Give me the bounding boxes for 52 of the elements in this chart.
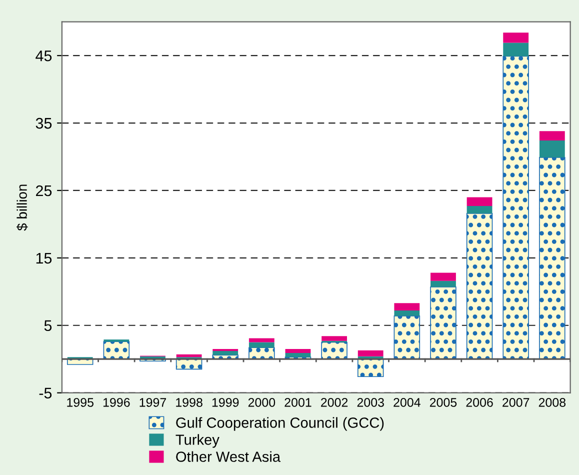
bar — [430, 286, 456, 360]
bar — [212, 351, 238, 356]
bar — [430, 272, 456, 281]
bar — [502, 56, 529, 360]
bar — [358, 350, 384, 356]
bar — [539, 157, 566, 360]
y-tick-label: 25 — [36, 185, 52, 196]
x-tick-label: 2008 — [538, 398, 566, 407]
y-tick-label: 5 — [44, 320, 52, 332]
bar — [394, 316, 420, 360]
bar — [322, 336, 347, 341]
x-tick-label: 2006 — [466, 398, 493, 407]
x-tick-label: 1999 — [212, 398, 239, 407]
bar — [539, 131, 565, 141]
legend-label: Other West Asia — [176, 451, 281, 462]
bar — [394, 310, 420, 316]
bar — [394, 303, 420, 311]
bar — [212, 348, 238, 352]
y-tick-label: 45 — [36, 50, 52, 62]
bar — [248, 342, 274, 348]
bar — [176, 354, 202, 358]
bar — [466, 212, 493, 360]
y-axis-title: $ billion — [16, 184, 28, 231]
y-tick-label: 35 — [36, 118, 52, 129]
bar — [430, 280, 456, 287]
x-tick-label: 2007 — [502, 398, 530, 407]
bar — [248, 347, 275, 360]
bar — [503, 32, 529, 43]
x-tick-label: 2001 — [284, 398, 312, 407]
bar — [357, 358, 384, 378]
x-tick-label: 2005 — [430, 398, 457, 407]
x-tick-label: 1995 — [67, 398, 94, 407]
bar — [285, 348, 311, 354]
y-tick-label: -5 — [39, 388, 52, 399]
x-tick-label: 1996 — [103, 398, 130, 407]
x-tick-label: 1998 — [176, 398, 202, 407]
x-tick-label: 2002 — [321, 398, 348, 407]
bar — [248, 338, 274, 342]
x-tick-label: 2003 — [357, 398, 384, 407]
bar — [466, 197, 492, 206]
x-tick-label: 2000 — [248, 398, 276, 407]
bar — [466, 206, 492, 214]
bar — [103, 341, 130, 360]
legend-label: Gulf Cooperation Council (GCC) — [176, 417, 384, 431]
x-tick-label: 1997 — [140, 398, 166, 407]
x-tick-label: 2004 — [394, 398, 420, 407]
y-tick-label: 15 — [36, 252, 52, 264]
bar — [503, 42, 529, 56]
legend-label: Turkey — [176, 434, 220, 448]
bar — [321, 342, 348, 360]
bar — [539, 140, 565, 158]
bar — [285, 353, 311, 358]
